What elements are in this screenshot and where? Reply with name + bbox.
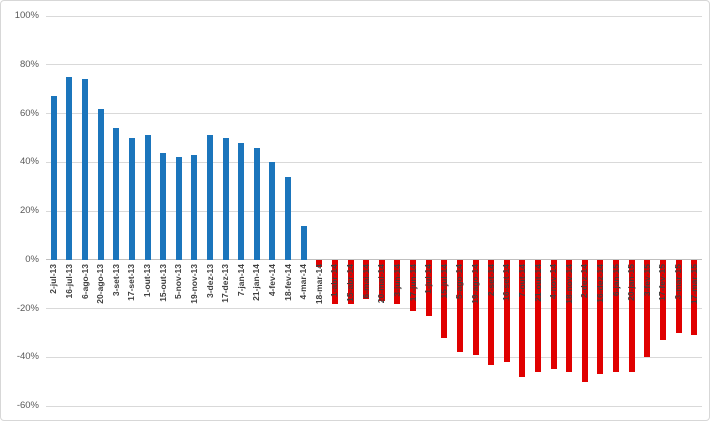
positive-bar-18-fev-14 [285,176,292,260]
positive-bar-17-set-13 [128,137,135,260]
negative-bar-16-dez-14 [597,259,604,375]
positive-bar-21-jan-14 [253,147,260,260]
x-axis-category-label: 3-dez-13 [204,263,215,298]
gridline [46,113,702,114]
x-axis-category-label: 4-fev-14 [266,263,277,296]
negative-bar-15-jul-14 [441,259,448,338]
x-axis-category-label: 16-jul-13 [63,263,74,299]
x-axis-category-label: 3-jun-14 [391,263,402,297]
x-axis-category-label: 15-out-13 [157,263,168,302]
negative-bar-18-nov-14 [566,259,573,372]
x-axis-category-label: 5-nov-13 [173,263,184,299]
x-axis-category-label: 3-mar-15 [673,263,684,300]
negative-bar-17-mar-15 [691,259,698,336]
positive-bar-3-set-13 [113,128,120,260]
gridline [46,15,702,17]
positive-bar-2-jul-13 [50,96,57,260]
y-axis-tick-label: 80% [19,58,39,70]
gridline [46,405,702,407]
gridline [46,308,702,309]
x-axis-category-label: 3-set-13 [110,263,121,296]
x-axis-category-label: 16-dez-14 [594,263,605,303]
x-axis-category-label: 3-fev-15 [641,263,652,296]
x-axis-category-label: 1-out-13 [142,263,153,297]
gridline [46,356,702,358]
x-axis-category-label: 18-mar-14 [313,263,324,304]
x-axis-category-label: 17-fev-15 [657,263,668,301]
x-axis-category-label: 7-out-14 [516,263,527,297]
positive-bar-16-jul-13 [66,76,73,260]
negative-bar-16-set-14 [503,259,510,363]
negative-bar-1-jul-14 [425,259,432,316]
positive-bar-4-fev-14 [269,162,276,260]
positive-bar-20-ago-13 [97,108,104,260]
negative-bar-19-ago-14 [472,259,479,355]
negative-bar-6-mai-14 [363,259,370,299]
positive-bar-7-jan-14 [238,142,245,260]
y-axis-tick-label: -20% [16,302,39,314]
positive-bar-3-dez-13 [207,135,213,260]
y-axis-tick-label: 60% [19,107,39,119]
gridline [46,64,702,66]
y-axis-tick-label: 40% [19,156,39,168]
negative-bar-3-jun-14 [394,259,401,304]
y-axis-tick-label: 20% [19,205,39,216]
x-axis-category-label: 15-abr-14 [345,263,356,302]
negative-bar-20-jan-15 [628,259,635,372]
x-axis-category-label: 18-fev-14 [282,263,293,301]
x-axis-category-label: 2-dez-14 [579,263,590,298]
negative-bar-4-nov-14 [550,259,557,370]
x-axis-category-label: 19-ago-14 [470,263,481,304]
x-axis-category-label: 5-ago-14 [454,263,465,299]
negative-bar-5-ago-14 [456,259,463,353]
negative-bar-15-abr-14 [347,259,354,304]
x-axis-category-label: 20-jan-15 [626,263,637,301]
y-axis-tick-label: -40% [16,351,39,363]
x-axis-category-label: 17-dez-13 [220,263,231,303]
positive-bar-1-out-13 [144,135,151,260]
x-axis-category-label: 19-nov-13 [188,263,199,304]
x-axis-category-label: 17-mar-15 [688,263,699,304]
positive-bar-17-dez-13 [222,137,229,260]
x-axis-category-label: 16-set-14 [501,263,512,301]
y-axis-tick-label: 100% [14,10,39,21]
negative-bar-20-mai-14 [378,259,385,302]
positive-bar-6-ago-13 [82,79,89,260]
negative-bar-21-out-14 [535,259,541,372]
negative-bar-2-dez-14 [581,259,588,382]
x-axis-category-label: 2-jul-13 [48,263,59,294]
y-axis-tick-label: -60% [16,400,39,411]
x-axis-category-label: 1-abr-14 [329,263,340,297]
x-axis-category-label: 6-mai-14 [360,263,371,299]
positive-bar-5-nov-13 [175,157,182,260]
negative-bar-18-mar-14 [316,259,323,268]
x-axis-category-label: 15-jul-14 [438,263,449,299]
positive-bar-19-nov-13 [191,154,198,260]
negative-bar-6-jan-15 [613,259,620,372]
negative-bar-17-jun-14 [410,259,417,311]
negative-bar-3-mar-15 [675,259,682,333]
positive-bar-15-out-13 [160,152,167,260]
x-axis-category-label: 4-mar-14 [298,263,309,300]
x-axis-category-label: 1-jul-14 [423,263,434,294]
x-axis-category-label: 17-jun-14 [407,263,418,302]
negative-bar-7-out-14 [519,259,526,377]
x-axis-category-label: 6-jan-15 [610,263,621,296]
y-axis-tick-label: 0% [25,253,39,265]
x-axis-category-label: 2-set-14 [485,263,496,296]
negative-bar-2-set-14 [488,259,495,365]
x-axis-category-label: 17-set-13 [126,263,137,301]
x-axis-category-label: 21-jan-14 [251,263,262,301]
negative-bar-1-abr-14 [331,259,338,304]
x-axis-category-label: 18-nov-14 [563,263,574,304]
x-axis-category-label: 7-jan-14 [235,263,246,296]
x-axis-category-label: 21-out-14 [532,263,543,302]
x-axis-category-label: 6-ago-13 [79,263,90,299]
x-axis-category-label: 20-mai-14 [376,263,387,303]
x-axis-category-label: 20-ago-13 [95,263,106,304]
x-axis-category-label: 4-nov-14 [548,263,559,299]
negative-bar-17-fev-15 [659,259,666,341]
positive-bar-4-mar-14 [300,225,307,260]
